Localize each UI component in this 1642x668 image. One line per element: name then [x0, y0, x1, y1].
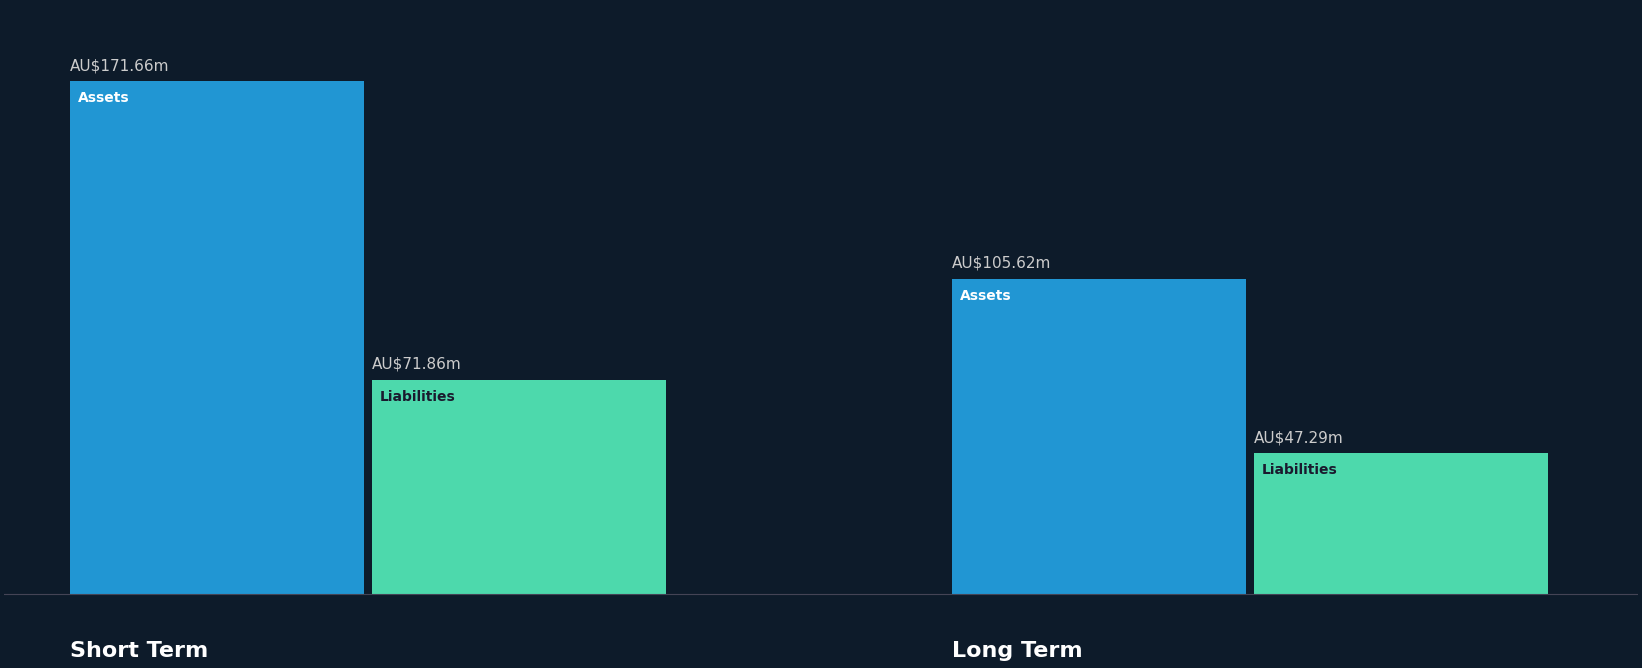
Text: AU$71.86m: AU$71.86m: [371, 357, 461, 372]
Text: AU$105.62m: AU$105.62m: [952, 256, 1051, 271]
Text: AU$47.29m: AU$47.29m: [1254, 430, 1343, 446]
Text: Assets: Assets: [961, 289, 1011, 303]
Bar: [1254, 453, 1548, 595]
Text: Liabilities: Liabilities: [379, 390, 456, 404]
Text: Long Term: Long Term: [952, 641, 1082, 661]
Text: Assets: Assets: [77, 92, 130, 106]
Bar: [69, 81, 363, 595]
Text: Short Term: Short Term: [69, 641, 209, 661]
Text: Liabilities: Liabilities: [1263, 464, 1338, 477]
Bar: [371, 379, 665, 595]
Bar: [952, 279, 1246, 595]
Text: AU$171.66m: AU$171.66m: [69, 59, 169, 73]
